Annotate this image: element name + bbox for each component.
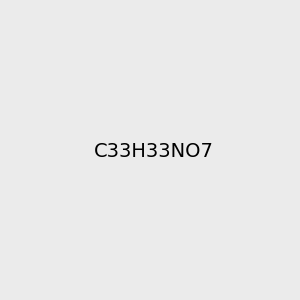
Text: C33H33NO7: C33H33NO7 [94,142,214,161]
